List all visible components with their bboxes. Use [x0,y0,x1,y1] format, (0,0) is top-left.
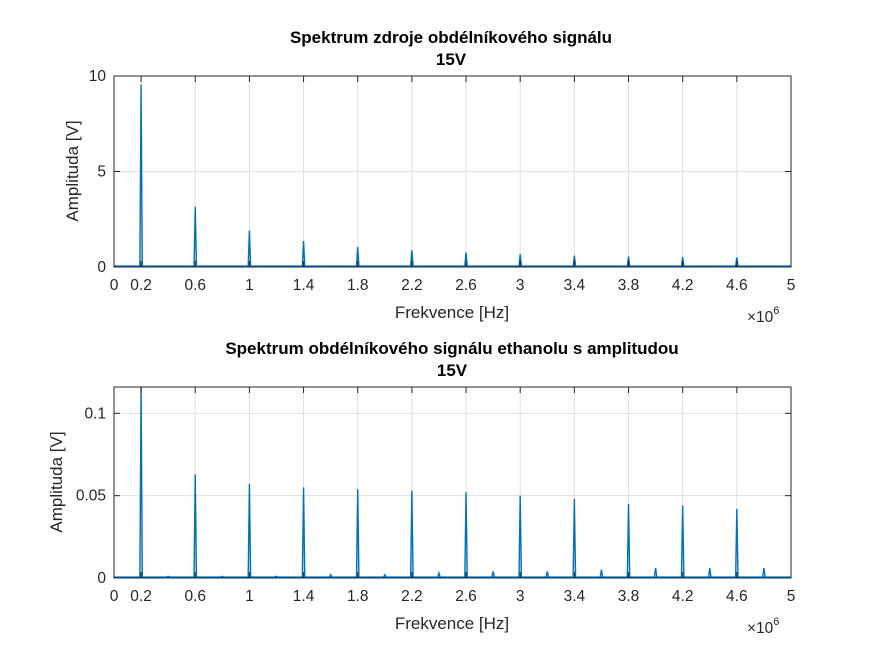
chart-top-ticks: 0 0.2 0.6 1 1.4 1.8 2.2 2.6 3 3.4 3.8 4.2 4.6 5 0 5 10 [89,68,796,294]
chart-top-y-tick-label: 5 [97,164,106,181]
chart-top-peak [139,84,143,267]
chart-bottom-peak [680,505,685,578]
chart-bottom-peak [491,571,496,578]
chart-top-x-tick-label: 0.2 [130,277,152,294]
chart-bottom-x-tick-label: 2.2 [401,588,423,605]
chart-top-peak [626,256,631,267]
chart-top-peak [734,257,739,267]
chart-bottom-peak [762,568,766,578]
chart-bottom-x-tick-label: 3.4 [564,588,586,605]
chart-bottom-axes-frame [113,386,792,579]
chart-top-ylabel: Amplituda [V] [63,120,82,221]
chart-bottom-grid [114,387,791,578]
chart-top-x-tick-label: 2.2 [401,277,423,294]
chart-top-x-tick-label: 3 [516,277,525,294]
chart-bottom-x-tick-label: 5 [787,588,796,605]
chart-bottom-ylabel: Amplituda [V] [47,431,66,532]
chart-bottom-peak [328,573,333,578]
chart-top-xlabel: Frekvence [Hz] [395,303,509,322]
chart-top-x-tick-label: 4.6 [726,277,748,294]
chart-bottom: Spektrum obdélníkového signálu ethanolu … [47,339,795,637]
chart-top-y-tick-label: 0 [97,259,106,276]
chart-bottom-peak [355,489,360,578]
chart-bottom-peak [193,474,198,578]
chart-bottom-series [114,386,791,578]
chart-bottom-x-tick-label: 0.2 [130,588,152,605]
chart-bottom-y-tick-label: 0 [97,570,106,587]
chart-bottom-peak [464,492,468,578]
chart-bottom-x-exponent-base: ×10 [747,620,774,637]
chart-top-x-tick-label: 4.2 [672,277,694,294]
chart-bottom-y-tick-label: 0.05 [76,488,106,505]
chart-top-title-line1: Spektrum zdroje obdélníkového signálu [290,28,612,47]
chart-top-peak [680,256,685,267]
chart-bottom-title-line1: Spektrum obdélníkového signálu ethanolu … [225,339,678,358]
chart-top-title-line2: 15V [436,50,467,69]
chart-bottom-peak [572,498,577,578]
chart-bottom-peak [518,495,523,578]
chart-bottom-x-tick-label: 1.8 [347,588,369,605]
chart-top-peak [518,254,523,267]
chart-top-peak [193,206,198,267]
chart-bottom-x-tick-label: 1.4 [293,588,315,605]
chart-top-grid [114,76,791,267]
chart-top-peak [409,250,414,267]
chart-bottom-x-tick-label: 3 [516,588,525,605]
chart-bottom-peak [409,490,414,578]
chart-top-peak [355,246,360,267]
chart-bottom-title-line2: 15V [437,361,468,380]
chart-bottom-y-tick-label: 0.1 [84,405,106,422]
chart-bottom-peak [545,571,550,578]
chart-top-x-tick-label: 1.8 [347,277,369,294]
chart-top-x-tick-label: 0.6 [184,277,206,294]
chart-bottom-x-tick-label: 2.6 [455,588,477,605]
chart-bottom-x-exponent-power: 6 [773,616,779,628]
chart-bottom-peak [274,575,279,578]
chart-bottom-peak [599,569,604,578]
chart-top: Spektrum zdroje obdélníkového signálu 15… [63,28,795,326]
chart-bottom-x-tick-label: 3.8 [618,588,640,605]
chart-bottom-x-tick-label: 0 [110,588,119,605]
chart-top-x-tick-label: 5 [787,277,796,294]
chart-bottom-peak [220,575,224,578]
chart-bottom-x-tick-label: 1 [245,588,254,605]
chart-bottom-x-tick-label: 4.6 [726,588,748,605]
chart-bottom-peak [653,568,658,578]
chart-top-x-tick-label: 3.8 [618,277,640,294]
chart-top-x-tick-label: 1 [245,277,254,294]
chart-bottom-xlabel: Frekvence [Hz] [395,614,509,633]
chart-top-peak [301,240,306,267]
chart-top-x-tick-label: 1.4 [293,277,315,294]
chart-bottom-ticks: 0 0.2 0.6 1 1.4 1.8 2.2 2.6 3 3.4 3.8 4.2 4.6 5 0 0.05 0… [76,387,795,605]
chart-bottom-x-tick-label: 4.2 [672,588,694,605]
chart-top-x-exponent-power: 6 [773,305,779,317]
chart-bottom-peak [626,503,631,578]
chart-top-peak [572,255,577,267]
chart-bottom-peak [437,570,441,578]
chart-top-x-tick-label: 2.6 [455,277,477,294]
chart-top-series [114,84,791,267]
chart-top-x-tick-label: 0 [110,277,119,294]
chart-top-peak [464,252,468,267]
chart-bottom-peak [301,487,306,578]
chart-bottom-peak [734,508,739,578]
chart-top-y-tick-label: 10 [89,68,107,85]
chart-bottom-x-tick-label: 0.6 [184,588,206,605]
chart-bottom-peak [707,568,712,578]
chart-top-x-exponent-base: ×10 [747,309,774,326]
chart-top-x-tick-label: 3.4 [564,277,586,294]
chart-top-peak [247,230,252,267]
chart-bottom-peak [166,575,170,578]
chart-top-x-exponent: ×106 [747,305,779,326]
chart-bottom-peak [382,573,387,578]
chart-bottom-x-exponent: ×106 [747,616,779,637]
chart-bottom-peak [247,484,252,578]
